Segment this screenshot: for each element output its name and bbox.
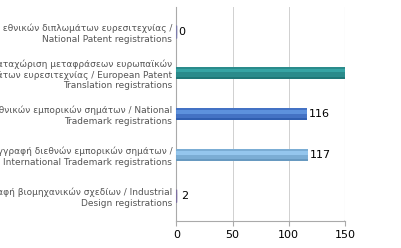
FancyBboxPatch shape (176, 149, 308, 161)
FancyBboxPatch shape (176, 69, 356, 72)
Text: 117: 117 (310, 150, 331, 160)
FancyBboxPatch shape (176, 151, 308, 155)
FancyBboxPatch shape (176, 159, 308, 161)
FancyBboxPatch shape (176, 110, 307, 114)
FancyBboxPatch shape (176, 67, 356, 79)
Text: 116: 116 (309, 109, 330, 119)
FancyBboxPatch shape (176, 118, 307, 120)
FancyBboxPatch shape (176, 77, 356, 79)
FancyBboxPatch shape (176, 108, 307, 120)
Text: 2: 2 (181, 191, 188, 201)
Text: 0: 0 (179, 27, 186, 37)
